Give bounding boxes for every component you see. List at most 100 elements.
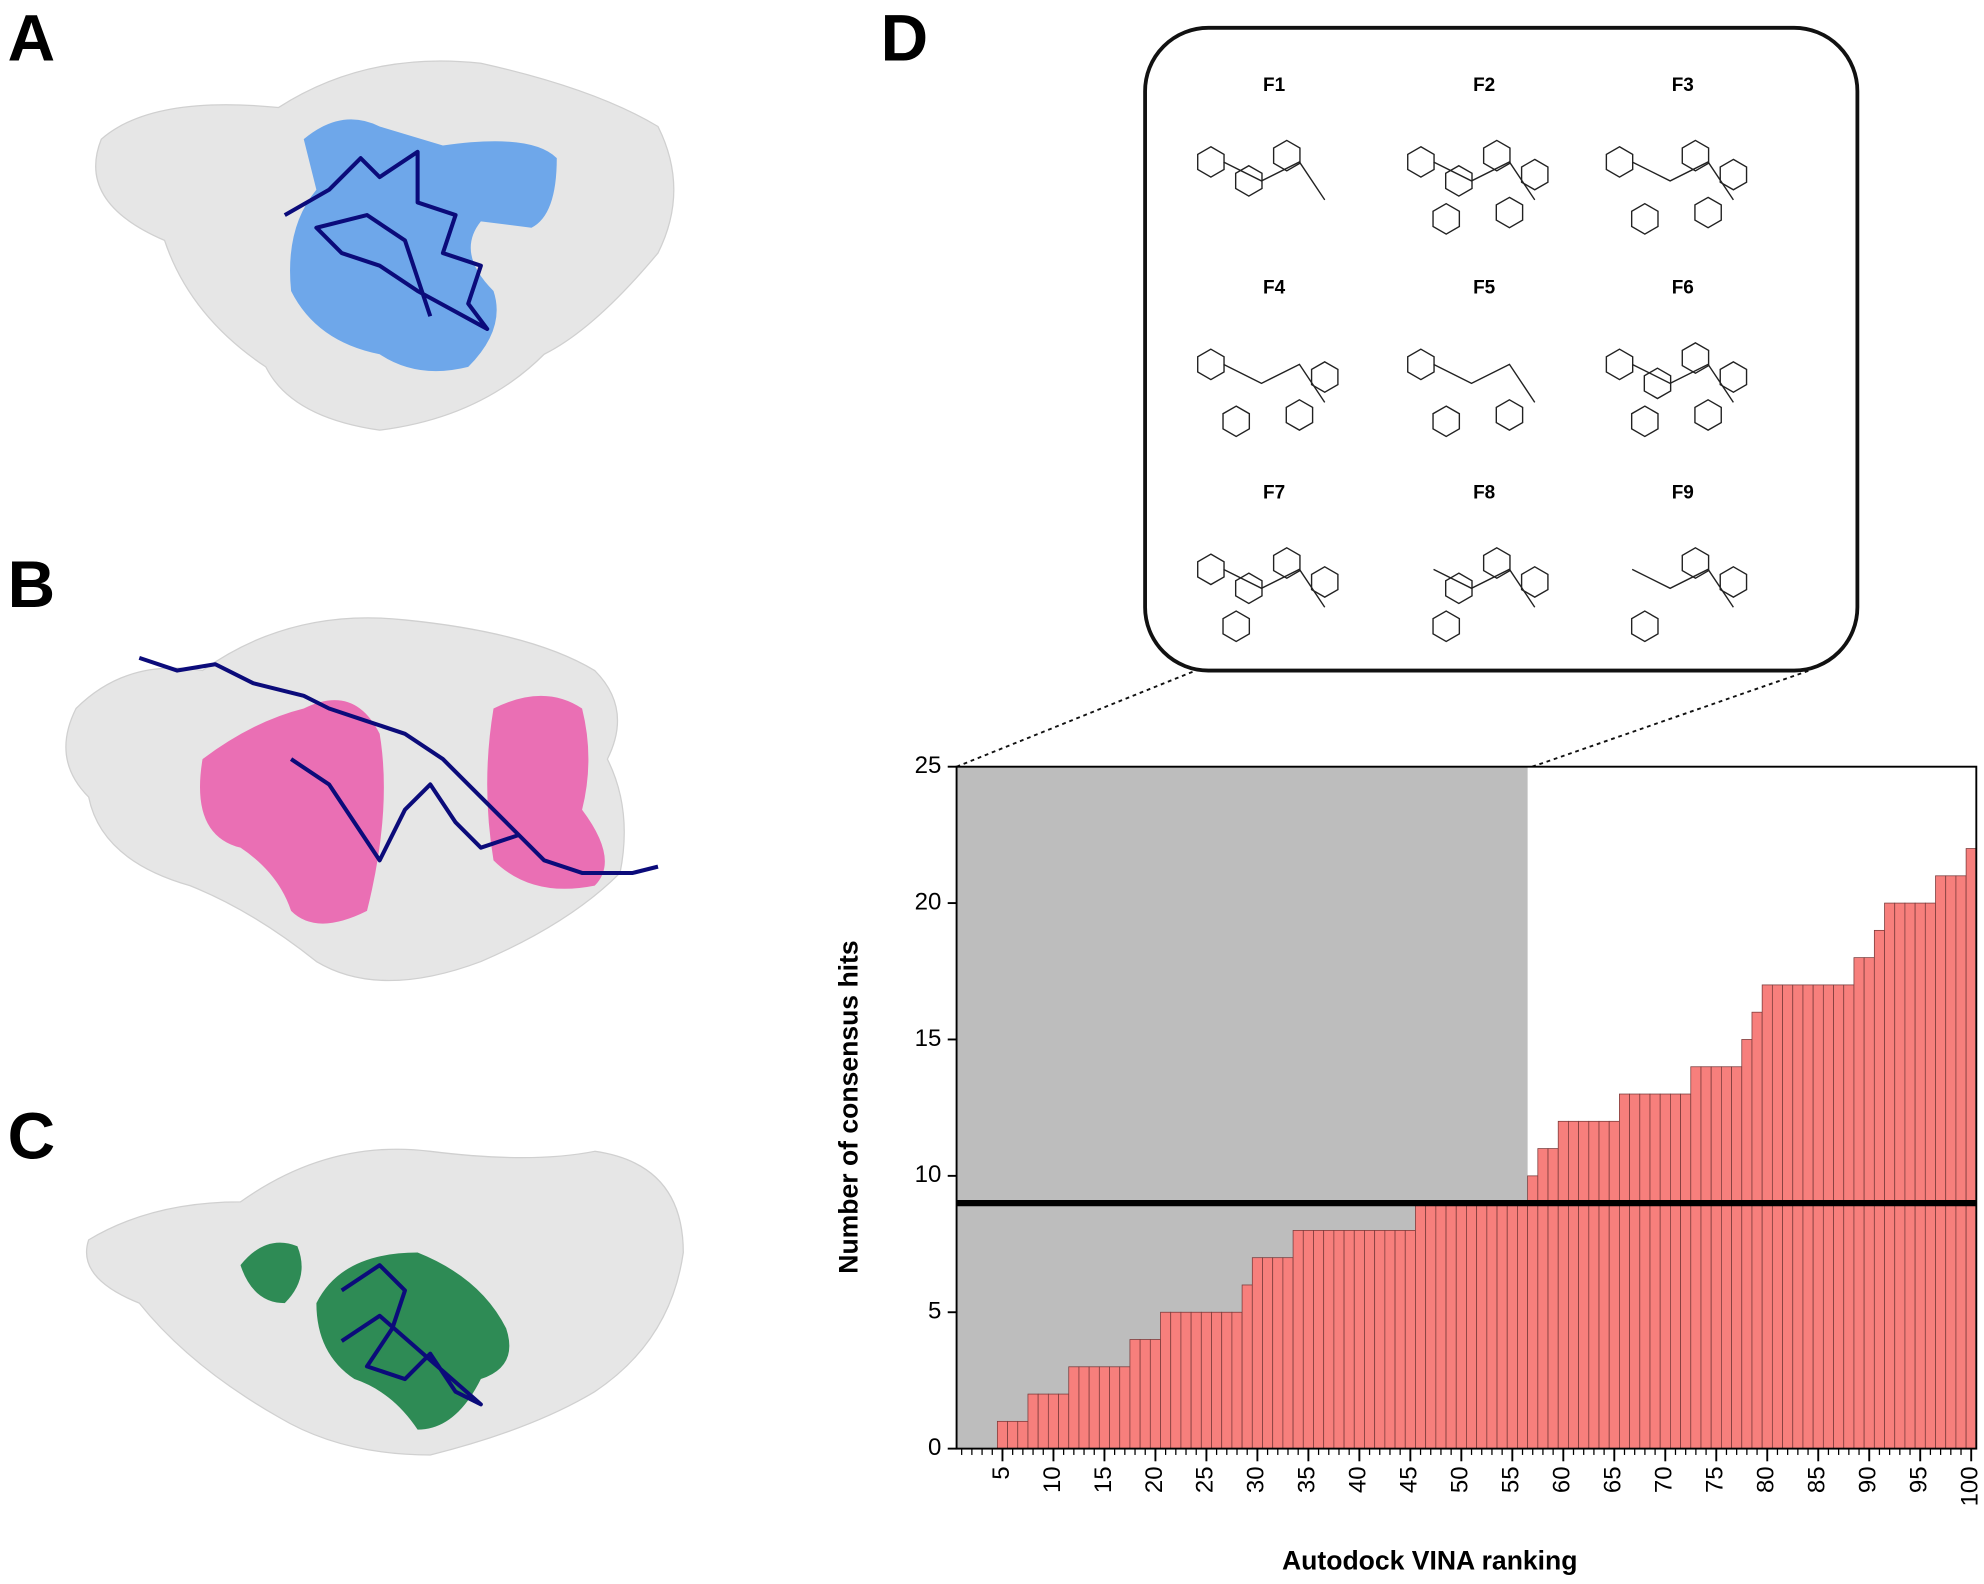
x-tick-label: 90 — [1855, 1466, 1882, 1493]
ring — [1432, 405, 1461, 438]
compound-grid: F1 F2 F3 F4 F5 F6 F7 F8 F9 — [1197, 75, 1748, 643]
bar — [1506, 1202, 1518, 1450]
ring — [1630, 405, 1659, 438]
ring — [1694, 399, 1722, 431]
bond — [1631, 161, 1734, 201]
bar — [1098, 1366, 1110, 1450]
bar — [1629, 1093, 1641, 1450]
bar — [1323, 1230, 1335, 1450]
compound-label: F5 — [1473, 277, 1496, 298]
x-tick-label: 95 — [1906, 1466, 1933, 1493]
ring — [1285, 399, 1314, 431]
x-tick-label: 25 — [1192, 1466, 1219, 1493]
panel-label: D — [881, 0, 929, 74]
bar — [1619, 1093, 1630, 1450]
bar — [1690, 1066, 1702, 1450]
structure — [1630, 547, 1748, 643]
bar — [1404, 1230, 1416, 1450]
x-tick-label: 65 — [1600, 1466, 1627, 1493]
compound-label: F7 — [1263, 482, 1285, 503]
y-tick-label: 10 — [915, 1161, 942, 1188]
bar — [1251, 1257, 1263, 1450]
bar — [1292, 1230, 1304, 1450]
bar — [1945, 875, 1957, 1450]
bar — [1313, 1230, 1325, 1450]
compound-label: F4 — [1263, 277, 1286, 298]
bar — [1017, 1420, 1029, 1450]
bar — [1833, 984, 1845, 1450]
x-tick-label: 55 — [1498, 1466, 1525, 1493]
bar — [1374, 1230, 1386, 1450]
bar — [1058, 1393, 1070, 1450]
structure — [1197, 139, 1326, 201]
bar — [1517, 1202, 1529, 1450]
ring — [1482, 139, 1511, 172]
bar — [1282, 1257, 1294, 1450]
x-tick-label: 30 — [1243, 1466, 1270, 1493]
ring — [1482, 547, 1511, 579]
ring — [1432, 610, 1461, 643]
x-tick-label: 45 — [1396, 1466, 1423, 1493]
bar — [1343, 1230, 1355, 1450]
bar — [1047, 1393, 1059, 1450]
ring — [1681, 547, 1710, 579]
compound-label: F1 — [1263, 75, 1286, 96]
y-tick-label: 0 — [928, 1434, 941, 1461]
bar — [1741, 1039, 1753, 1450]
bar — [1435, 1202, 1447, 1450]
bar — [1822, 984, 1834, 1450]
bar — [1649, 1093, 1661, 1450]
bar — [1241, 1284, 1253, 1450]
y-tick-label: 5 — [928, 1298, 941, 1325]
x-axis-label: Autodock VINA ranking — [1282, 1546, 1577, 1576]
ring — [1630, 202, 1659, 235]
connector — [1531, 669, 1810, 768]
bar — [1914, 902, 1926, 1450]
bar — [1068, 1366, 1080, 1450]
panel-label: C — [8, 1099, 56, 1173]
bar — [1088, 1366, 1100, 1450]
y-tick-label: 25 — [915, 752, 942, 779]
x-tick-label: 85 — [1804, 1466, 1831, 1493]
ring — [1197, 348, 1225, 381]
ring — [1630, 610, 1659, 643]
ring — [1432, 202, 1461, 235]
plot-frame — [955, 765, 1978, 1450]
ring — [1407, 146, 1435, 178]
x-tick-label: 100 — [1957, 1466, 1984, 1506]
x-tick-label: 5 — [988, 1466, 1015, 1479]
bond — [1223, 568, 1326, 608]
bar — [1751, 1011, 1763, 1450]
y-tick-label: 15 — [915, 1025, 942, 1052]
bar — [1700, 1066, 1712, 1450]
bar — [1924, 902, 1936, 1450]
x-tick-label: 40 — [1345, 1466, 1372, 1493]
compound-label: F3 — [1672, 75, 1694, 96]
ring — [1694, 196, 1722, 229]
ring — [1681, 342, 1710, 374]
bar — [1221, 1311, 1233, 1450]
bar — [1037, 1393, 1049, 1450]
bar — [1812, 984, 1824, 1450]
bond — [1631, 363, 1734, 403]
bar — [1965, 848, 1977, 1450]
ring — [1681, 139, 1710, 172]
bar — [1149, 1339, 1161, 1450]
bar — [1894, 902, 1906, 1450]
compound-label: F6 — [1672, 277, 1694, 298]
bar — [1578, 1120, 1590, 1450]
ring — [1222, 405, 1251, 438]
bond — [1631, 568, 1734, 608]
bar — [1659, 1093, 1671, 1450]
x-tick-label: 60 — [1549, 1466, 1576, 1493]
protein-surface-c — [86, 1148, 684, 1456]
bar — [1160, 1311, 1172, 1450]
bar — [1455, 1202, 1467, 1450]
x-tick-label: 50 — [1447, 1466, 1474, 1493]
x-tick-label: 20 — [1141, 1466, 1168, 1493]
ring — [1495, 196, 1524, 229]
ring — [1407, 348, 1435, 381]
connector — [956, 669, 1197, 768]
